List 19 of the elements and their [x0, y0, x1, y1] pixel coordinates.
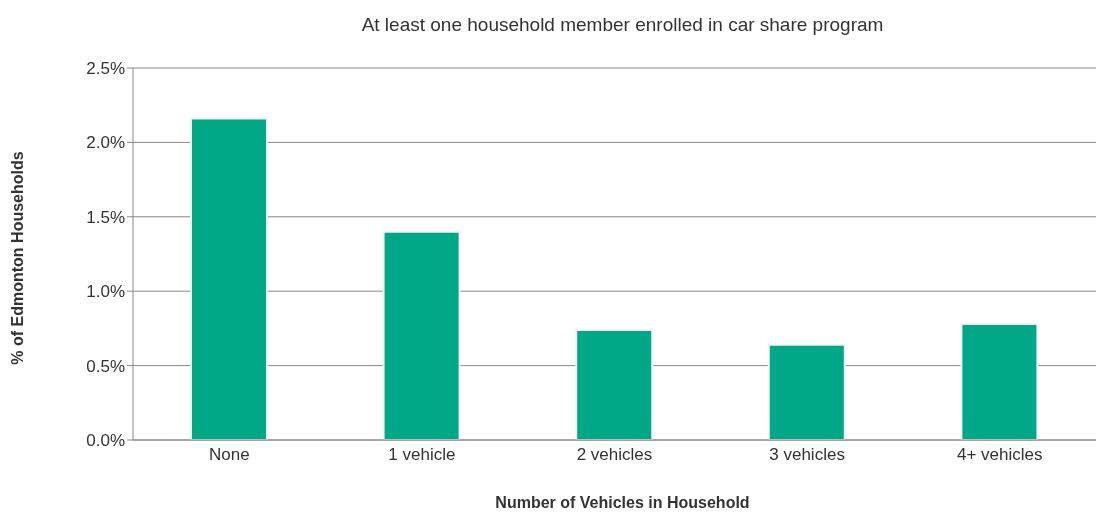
x-tick-label: 4+ vehicles — [956, 445, 1043, 465]
bar — [767, 343, 846, 440]
x-axis-title: Number of Vehicles in Household — [494, 494, 751, 512]
y-axis-title: % of Edmonton Households — [9, 151, 27, 365]
bar — [575, 328, 654, 440]
x-tick-label: 3 vehicles — [769, 445, 845, 465]
y-tick-label: 2.0% — [86, 133, 125, 153]
bar — [190, 117, 268, 440]
y-tick-label: 1.0% — [86, 282, 125, 302]
y-tick-label: 0.5% — [86, 356, 125, 376]
x-tick-label: None — [208, 445, 250, 465]
y-tick-label: 2.5% — [86, 59, 125, 79]
x-tick-label: 2 vehicles — [576, 445, 653, 465]
y-tick-label: 0.0% — [86, 431, 125, 451]
y-tick-label: 1.5% — [86, 207, 125, 227]
chart-title: At least one household member enrolled in car share program — [360, 14, 885, 36]
bar — [382, 230, 461, 440]
bar — [960, 322, 1039, 440]
x-tick-label: 1 vehicle — [388, 445, 456, 465]
